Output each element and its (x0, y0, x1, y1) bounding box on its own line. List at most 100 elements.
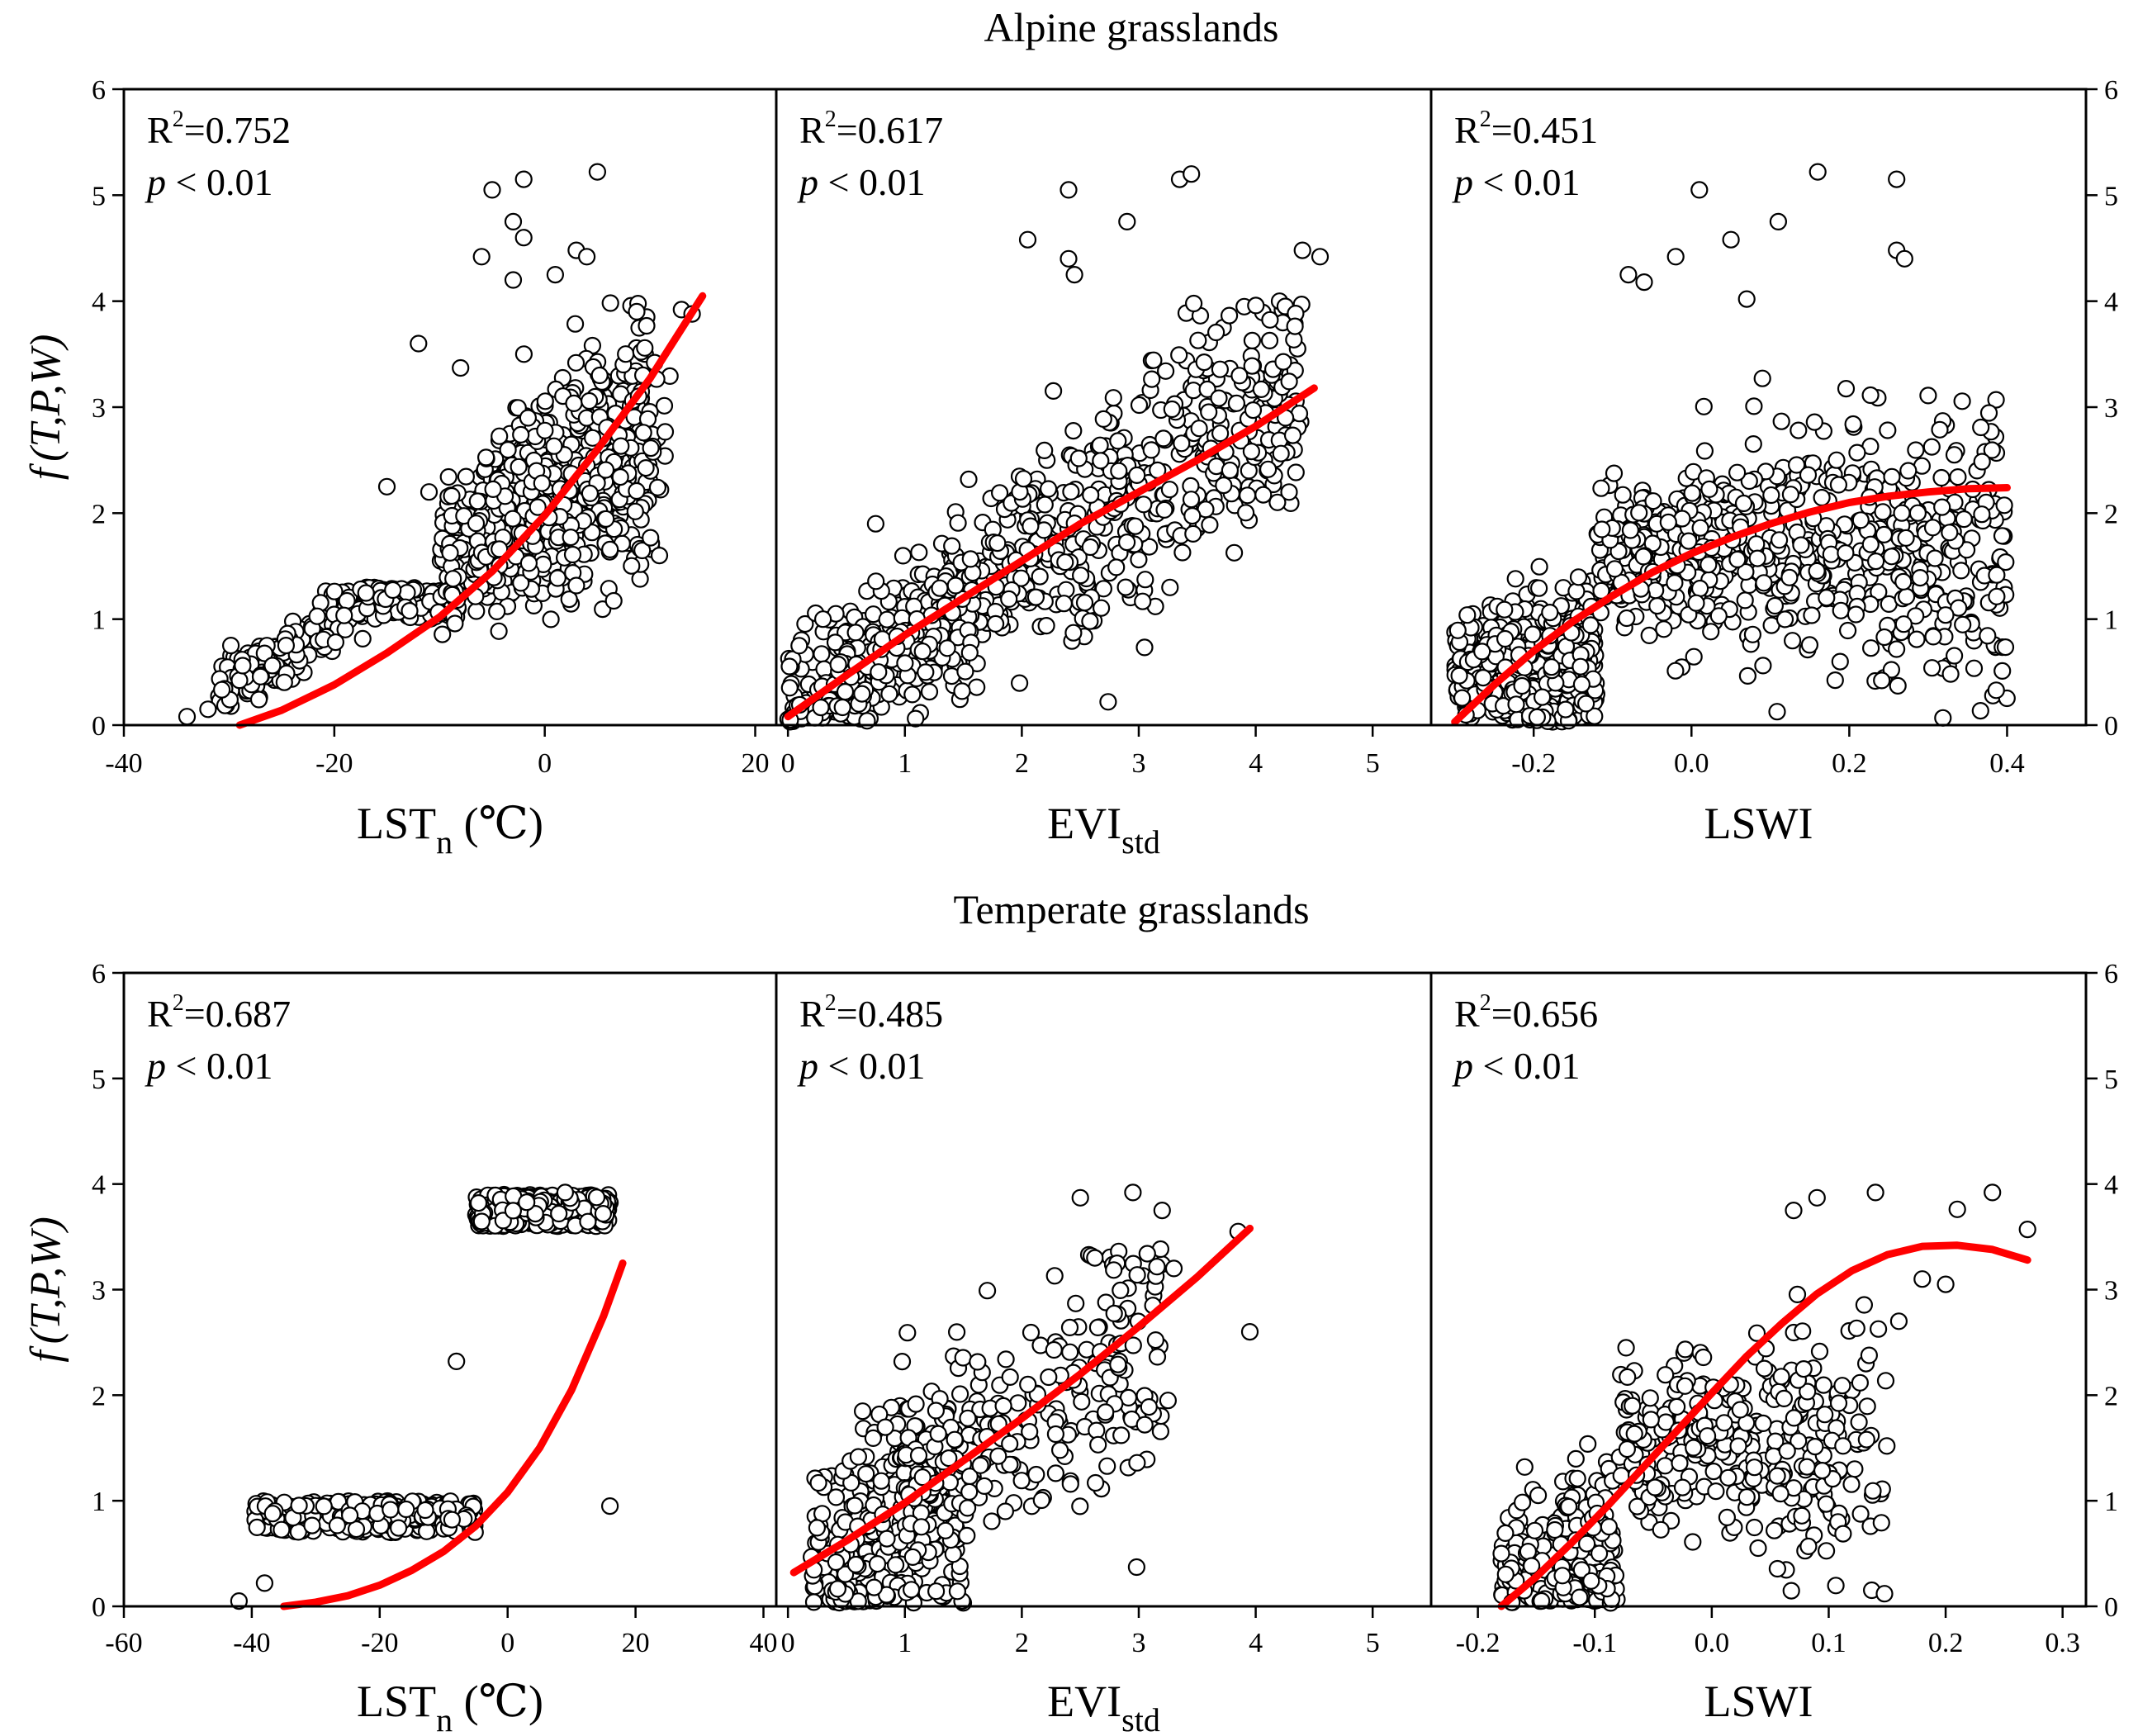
scatter-point (1748, 549, 1766, 567)
x-tick-label: 1 (898, 1628, 912, 1658)
scatter-point (1709, 607, 1728, 625)
scatter-point (1747, 535, 1766, 553)
scatter-point (1567, 1449, 1585, 1468)
scatter-point (1899, 462, 1918, 480)
scatter-point (1753, 369, 1771, 387)
scatter-point (1792, 536, 1810, 554)
scatter-point (483, 181, 501, 199)
scatter-point (1062, 482, 1080, 501)
scatter-point (1037, 616, 1055, 635)
scatter-point (1225, 543, 1244, 562)
scatter-point (1506, 570, 1524, 588)
scatter-point (946, 576, 965, 595)
scatter-point (1600, 1517, 1619, 1536)
scatter-point (1135, 638, 1154, 657)
scatter-point (1687, 594, 1705, 612)
scatter-point (1685, 647, 1703, 666)
scatter-point (812, 698, 830, 717)
scatter-point (1745, 397, 1763, 415)
scatter-point (472, 248, 491, 266)
scatter-point (1287, 463, 1305, 481)
group-title: Temperate grasslands (953, 886, 1309, 932)
scatter-point (1934, 709, 1952, 727)
scatter-point (878, 1530, 896, 1548)
scatter-point (931, 579, 949, 597)
scatter-point (519, 409, 538, 427)
scatter-point (1259, 460, 1278, 478)
scatter-point (472, 1212, 491, 1231)
scatter-point (1118, 212, 1136, 230)
scatter-point (529, 498, 547, 516)
scatter-point (1911, 568, 1929, 587)
scatter-point (248, 1518, 266, 1537)
scatter-point (1875, 525, 1894, 544)
fit-curve (280, 1259, 627, 1610)
scatter-point (1159, 1392, 1178, 1410)
scatter-point (1135, 1416, 1154, 1434)
scatter-point (936, 1521, 955, 1539)
scatter-point (1803, 606, 1821, 624)
x-tick-label: -20 (315, 748, 353, 779)
scatter-point (959, 1409, 977, 1427)
scatter-point (338, 591, 356, 610)
scatter-point (476, 448, 495, 467)
x-tick-label: 0 (538, 748, 552, 779)
scatter-point (650, 546, 669, 565)
scatter-point (1530, 557, 1548, 576)
scatter-point (277, 636, 295, 655)
y-tick-label-right: 3 (2104, 1276, 2118, 1307)
scatter-point (1032, 1491, 1050, 1510)
scatter-point (1590, 1544, 1609, 1563)
scatter-point (1243, 331, 1262, 349)
y-tick-label-right: 6 (2104, 75, 2118, 106)
scatter-point (1061, 1475, 1079, 1493)
scatter-point (1546, 1520, 1564, 1539)
scatter-point (1236, 504, 1255, 522)
scatter-point (1091, 436, 1109, 454)
scatter-point (1081, 538, 1099, 557)
scatter-point (255, 1574, 273, 1592)
scatter-point (604, 591, 623, 610)
scatter-point (1993, 662, 2012, 681)
scatter-point (1128, 466, 1146, 485)
y-tick-label: 5 (92, 181, 106, 211)
scatter-point (1201, 515, 1219, 534)
scatter-point (1173, 543, 1192, 562)
scatter-point (1124, 1183, 1142, 1202)
scatter-point (628, 481, 646, 500)
scatter-point (1529, 579, 1548, 597)
scatter-point (1837, 380, 1856, 398)
scatter-point (1737, 290, 1756, 308)
scatter-point (1170, 346, 1188, 364)
scatter-point (1822, 545, 1840, 563)
scatter-point (1829, 476, 1847, 494)
scatter-point (920, 682, 939, 701)
scatter-point (867, 572, 885, 591)
scatter-point (1848, 443, 1866, 462)
scatter-point (1082, 486, 1100, 505)
r-squared-annotation: R2=0.485 (799, 990, 943, 1035)
scatter-point (504, 212, 523, 230)
scatter-point (866, 515, 885, 533)
scatter-point (518, 1193, 536, 1212)
x-tick-label: 4 (1249, 748, 1263, 779)
scatter-point (656, 423, 675, 441)
scatter-point (1071, 567, 1090, 585)
scatter-point (1873, 671, 1891, 690)
scatter-point (1036, 496, 1054, 514)
scatter-point (1088, 1318, 1107, 1337)
scatter-point (1060, 1318, 1079, 1337)
scatter-point (398, 583, 416, 602)
scatter-point (886, 1556, 905, 1574)
scatter-point (903, 685, 922, 704)
scatter-point (1142, 441, 1160, 459)
scatter-point (469, 1193, 488, 1212)
scatter-point (1818, 589, 1836, 607)
x-tick-label: -0.2 (1511, 748, 1556, 779)
scatter-point (1923, 519, 1942, 537)
scatter-point (1744, 434, 1762, 453)
scatter-point (341, 1506, 359, 1525)
